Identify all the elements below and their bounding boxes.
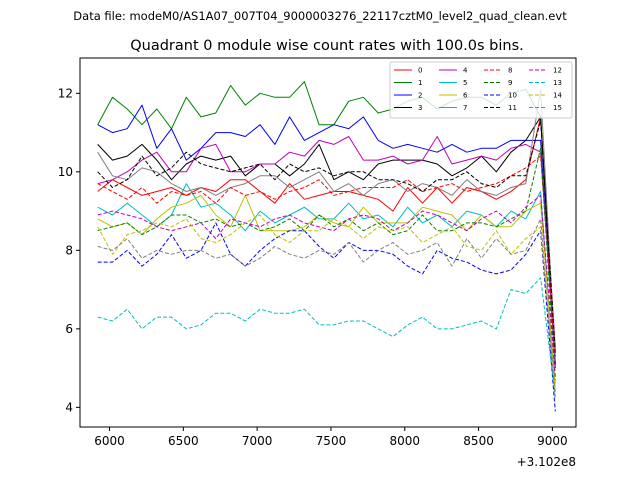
legend-label-0: 0	[418, 67, 422, 75]
legend-label-7: 7	[463, 104, 467, 112]
series-line-4	[97, 136, 556, 361]
legend-label-1: 1	[418, 79, 422, 87]
x-tick-label: 9000	[537, 434, 568, 448]
legend-label-6: 6	[463, 92, 468, 100]
axes-frame	[79, 57, 577, 428]
series-line-3	[97, 116, 556, 365]
x-tick-label: 8000	[389, 434, 420, 448]
series-line-11	[97, 120, 556, 353]
x-tick-label: 6500	[168, 434, 199, 448]
chart-title: Quadrant 0 module wise count rates with …	[130, 38, 524, 54]
x-tick-label: 7500	[316, 434, 347, 448]
series-line-6	[97, 194, 556, 384]
legend-label-15: 15	[553, 104, 562, 112]
legend-label-5: 5	[463, 79, 467, 87]
legend-label-3: 3	[418, 104, 422, 112]
legend-label-13: 13	[553, 79, 562, 87]
series-lines	[97, 81, 556, 412]
chart-suptitle: Data file: modeM0/AS1A07_007T04_90000032…	[73, 9, 567, 23]
series-line-0	[97, 116, 556, 349]
y-tick-label: 4	[65, 400, 73, 414]
legend-label-2: 2	[418, 92, 422, 100]
legend-label-4: 4	[463, 67, 468, 75]
legend-label-10: 10	[508, 92, 517, 100]
series-line-13	[97, 277, 556, 396]
series-line-2	[97, 104, 556, 369]
legend-label-8: 8	[508, 67, 512, 75]
series-line-10	[97, 222, 556, 412]
legend-box	[389, 61, 573, 119]
x-offset-label: +3.102e8	[517, 455, 576, 469]
y-tick-label: 6	[65, 322, 73, 336]
legend-label-11: 11	[508, 104, 517, 112]
series-line-14	[97, 214, 556, 392]
series-line-9	[97, 147, 556, 380]
series-line-12	[97, 194, 556, 377]
x-tick-label: 6000	[94, 434, 125, 448]
legend-label-9: 9	[508, 79, 512, 87]
x-tick-label: 7000	[242, 434, 273, 448]
x-tick-label: 8500	[463, 434, 494, 448]
y-tick-label: 10	[58, 165, 73, 179]
legend-label-12: 12	[553, 67, 562, 75]
series-line-8	[97, 155, 556, 357]
legend-label-14: 14	[553, 92, 562, 100]
series-line-7	[97, 88, 556, 361]
axes-ticks: 6000 6500 7000 7500 8000 8500 9000 4 6 8 10 12	[58, 86, 568, 448]
y-tick-label: 12	[58, 86, 73, 100]
y-tick-label: 8	[65, 243, 73, 257]
series-line-15	[97, 218, 556, 400]
